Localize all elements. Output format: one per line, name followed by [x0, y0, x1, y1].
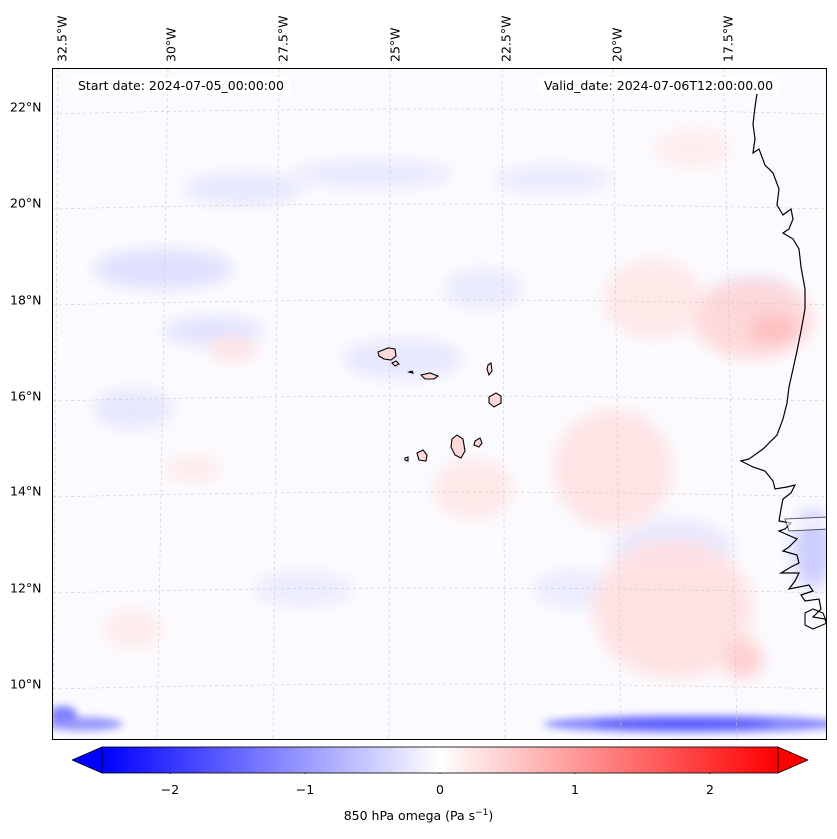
lon-label-20w: 20°W	[609, 27, 625, 62]
colorbar-label: 850 hPa omega (Pa s−1)	[343, 808, 494, 824]
lon-label-30w: 30°W	[163, 27, 179, 62]
cape-verde-islands	[377, 347, 502, 462]
omega-map	[52, 68, 827, 740]
valid-date-label: Valid_date: 2024-07-06T12:00:00.00	[538, 77, 780, 94]
colorbar-tick-1: 1	[571, 782, 579, 797]
lat-label-16n: 16°N	[10, 388, 42, 404]
africa-coastline	[739, 86, 826, 625]
lon-label-17-5w: 17.5°W	[720, 15, 736, 62]
omega-field	[53, 69, 826, 739]
lon-label-25w: 25°W	[387, 27, 403, 62]
colorbar-tick-neg2: −2	[160, 782, 180, 797]
lat-label-18n: 18°N	[10, 292, 42, 308]
colorbar-tick-0: 0	[436, 782, 444, 797]
lon-label-32-5w: 32.5°W	[54, 15, 70, 62]
lat-label-12n: 12°N	[10, 580, 42, 596]
colorbar-tick-2: 2	[706, 782, 714, 797]
colorbar	[72, 746, 808, 774]
start-date-label: Start date: 2024-07-05_00:00:00	[72, 77, 290, 94]
lon-label-22-5w: 22.5°W	[498, 15, 514, 62]
lon-label-27-5w: 27.5°W	[275, 15, 291, 62]
colorbar-min-extend	[72, 746, 103, 774]
colorbar-tick-neg1: −1	[295, 782, 315, 797]
lat-label-22n: 22°N	[10, 99, 42, 115]
lat-label-20n: 20°N	[10, 195, 42, 211]
lat-label-10n: 10°N	[10, 676, 42, 692]
colorbar-gradient	[101, 746, 779, 774]
colorbar-max-extend	[777, 746, 808, 774]
lat-label-14n: 14°N	[10, 483, 42, 499]
